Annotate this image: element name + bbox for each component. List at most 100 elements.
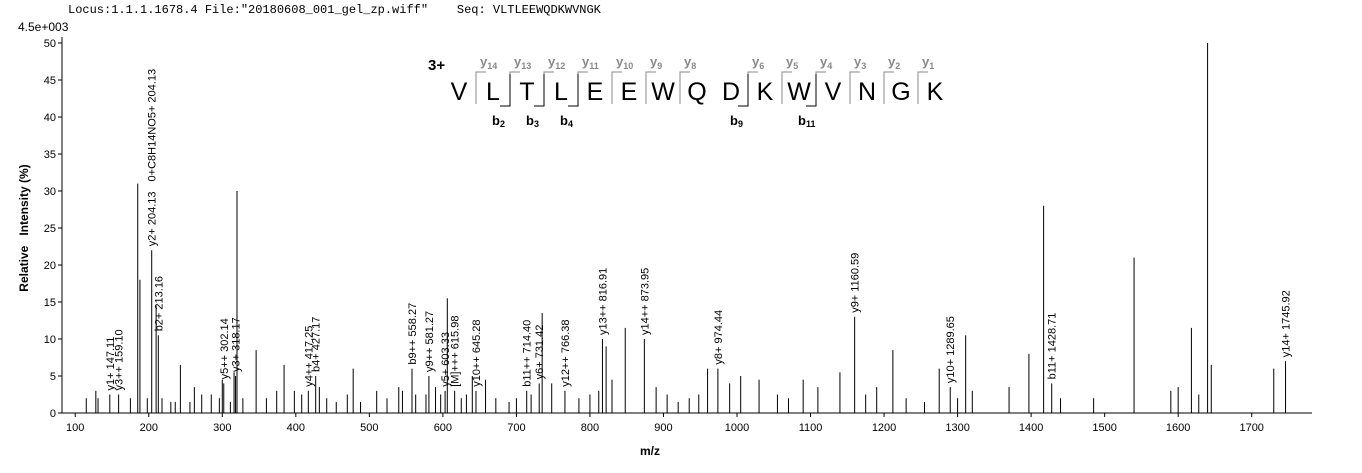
residue: L [554, 78, 568, 106]
residue: W [651, 78, 675, 106]
y-ion-number: 2 [895, 61, 900, 71]
x-tick-label: 400 [287, 422, 305, 434]
x-tick-label: 1300 [945, 422, 969, 434]
y-axis-label: Relative Intensity (%) [17, 164, 31, 291]
peak-label: y5+ 603.33 [440, 332, 452, 387]
peak-label: 0+C8H14NO5+ 204.13 [147, 69, 159, 182]
peak-label: y13++ 816.91 [597, 268, 609, 335]
y-tick-label: 50 [44, 38, 56, 50]
b-ion-number: 4 [568, 119, 573, 129]
peak-label: y9++ 581.27 [424, 311, 436, 372]
y-ion-letter: y [582, 54, 590, 69]
b-ion-number: 11 [806, 119, 816, 129]
peak-label: b9++ 558.27 [407, 303, 419, 365]
x-tick-label: 1400 [1019, 422, 1043, 434]
y-ion-mark [849, 71, 860, 104]
b-ion-number: 3 [534, 119, 539, 129]
y-ion-letter: y [616, 54, 624, 69]
y-ion-letter: y [650, 54, 658, 69]
y-ion-letter: y [684, 54, 692, 69]
y-ion-number: 1 [929, 61, 934, 71]
x-tick-label: 900 [654, 422, 672, 434]
y-ion-letter: y [922, 54, 930, 69]
y-ion-number: 4 [827, 61, 832, 71]
peak-label: y6+ 731.42 [534, 325, 546, 380]
b-ion-letter: b [798, 113, 806, 128]
y-ion-label: y3 [854, 54, 866, 71]
y-tick-label: 20 [44, 260, 56, 272]
peak-label: b11+ 1428.71 [1047, 313, 1059, 380]
y-ion-letter: y [480, 54, 488, 69]
y-ion-number: 14 [487, 61, 497, 71]
x-tick-label: 1600 [1166, 422, 1190, 434]
peak-label: y8+ 974.44 [713, 310, 725, 365]
y-ion-label: y8 [684, 54, 696, 71]
residue: E [587, 78, 604, 106]
x-tick-label: 1000 [725, 422, 749, 434]
residue: V [451, 78, 468, 106]
y-ion-mark [917, 71, 928, 104]
b-ion-mark [568, 74, 579, 107]
peak-label: y10+ 1289.65 [945, 316, 957, 383]
x-tick-label: 1100 [799, 422, 823, 434]
x-tick-label: 800 [581, 422, 599, 434]
x-axis-label: m/z [640, 444, 660, 458]
y-tick-label: 40 [44, 112, 56, 124]
y-tick-label: 25 [44, 223, 56, 235]
y-ion-label: y6 [752, 54, 764, 71]
y-ion-mark [781, 71, 792, 104]
residue: E [621, 78, 638, 106]
x-tick-label: 1500 [1092, 422, 1116, 434]
y-ion-label: y12 [548, 54, 565, 71]
b-ion-number: 2 [500, 119, 505, 129]
peak-label: y2+ 204.13 [147, 191, 159, 246]
y-ion-label: y11 [582, 54, 599, 71]
y-ion-number: 8 [691, 61, 696, 71]
y-ion-mark [645, 71, 656, 104]
residue: L [486, 78, 500, 106]
y-ion-label: y14 [480, 54, 497, 71]
peak-label: [M]+++ 615.98 [450, 316, 462, 387]
b-ion-mark [738, 74, 749, 107]
y-tick-label: 15 [44, 297, 56, 309]
y-tick-label: 0 [50, 408, 56, 420]
y-ion-number: 13 [521, 61, 531, 71]
b-ion-mark [806, 74, 817, 107]
b-ion-mark [500, 74, 511, 107]
residue: N [858, 78, 876, 106]
y-ion-number: 9 [657, 61, 662, 71]
b-ion-label: b3 [526, 113, 539, 129]
b-ion-label: b9 [730, 113, 743, 129]
y-tick-label: 35 [44, 149, 56, 161]
x-tick-label: 1700 [1239, 422, 1263, 434]
y-ion-letter: y [752, 54, 760, 69]
y-ion-label: y13 [514, 54, 531, 71]
peak-label: y9+ 1160.59 [850, 253, 862, 313]
x-tick-label: 1200 [872, 422, 896, 434]
y-ion-mark [475, 71, 486, 104]
x-tick-label: 700 [507, 422, 525, 434]
y-ion-letter: y [548, 54, 556, 69]
y-tick-label: 30 [44, 186, 56, 198]
y-ion-mark [543, 71, 554, 104]
y-ion-letter: y [514, 54, 522, 69]
residue: V [825, 78, 842, 106]
b-ion-letter: b [492, 113, 500, 128]
peak-label: y10++ 645.28 [471, 320, 483, 387]
charge: 3+ [428, 57, 445, 74]
b-ion-label: b11 [798, 113, 815, 129]
peak-label: y4++ 417.25 [303, 326, 315, 387]
b-ion-number: 9 [738, 119, 743, 129]
y-ion-mark [883, 71, 894, 104]
y-ion-mark [679, 71, 690, 104]
y-ion-label: y5 [786, 54, 798, 71]
residue: T [519, 78, 534, 106]
residue: Q [687, 78, 706, 106]
y-ion-letter: y [888, 54, 896, 69]
y-ion-mark [611, 71, 622, 104]
residue: W [787, 78, 811, 106]
y-ion-label: y10 [616, 54, 633, 71]
y-ion-label: y1 [922, 54, 934, 71]
ion-marks [475, 71, 928, 107]
peak-label: y5++ 302.14 [219, 318, 231, 379]
